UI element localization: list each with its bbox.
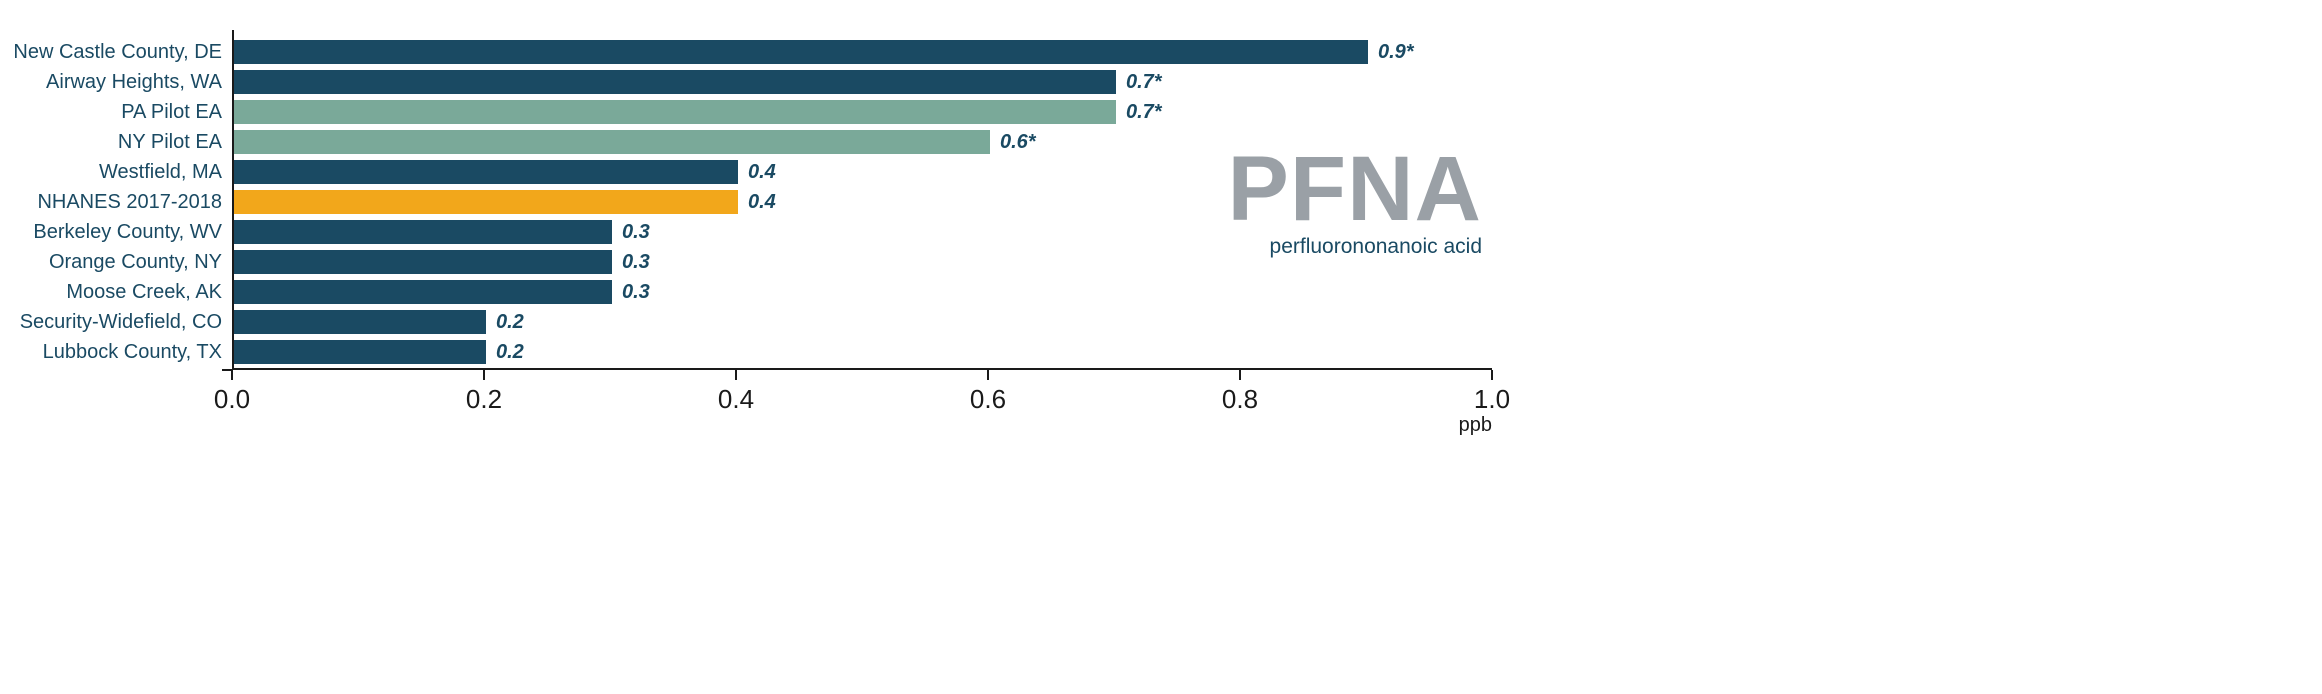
watermark-subtitle: perfluorononanoic acid (1228, 235, 1482, 259)
y-axis-label: NY Pilot EA (118, 130, 222, 154)
x-tick-label: 0.4 (718, 384, 754, 415)
watermark-title: PFNA (1228, 148, 1482, 231)
bar-value-label: 0.3 (622, 221, 650, 244)
y-axis-label: Berkeley County, WV (33, 220, 222, 244)
bar-value-label: 0.7* (1126, 101, 1162, 124)
y-axis-label: Moose Creek, AK (66, 280, 222, 304)
bar-row: 0.4 (234, 160, 776, 184)
bar-value-label: 0.2 (496, 311, 524, 334)
bar-row: 0.3 (234, 220, 650, 244)
bar-row: 0.6* (234, 130, 1036, 154)
bar (234, 190, 738, 214)
bar-row: 0.7* (234, 70, 1162, 94)
bar-value-label: 0.3 (622, 251, 650, 274)
bar (234, 250, 612, 274)
x-tick-label: 0.6 (970, 384, 1006, 415)
bar-row: 0.7* (234, 100, 1162, 124)
y-axis-label: PA Pilot EA (121, 100, 222, 124)
bar (234, 310, 486, 334)
x-tick-label: 0.2 (466, 384, 502, 415)
bar-value-label: 0.9* (1378, 41, 1414, 64)
bar (234, 40, 1368, 64)
watermark: PFNA perfluorononanoic acid (1228, 148, 1482, 259)
x-tick-label: 0.0 (214, 384, 250, 415)
x-tick (483, 370, 485, 380)
y-axis-label: Security-Widefield, CO (20, 310, 222, 334)
bar (234, 280, 612, 304)
x-tick (735, 370, 737, 380)
bar (234, 220, 612, 244)
y-axis-label: NHANES 2017-2018 (37, 190, 222, 214)
x-tick (1239, 370, 1241, 380)
bar-value-label: 0.7* (1126, 71, 1162, 94)
y-origin-tick (222, 369, 232, 371)
x-tick-label: 1.0 (1474, 384, 1510, 415)
y-axis-label: Westfield, MA (99, 160, 222, 184)
bar (234, 130, 990, 154)
x-axis-unit: ppb (1459, 414, 1492, 437)
plot-area: PFNA perfluorononanoic acid 0.9* 0.7* 0.7* 0.… (232, 30, 1492, 370)
bar-row: 0.4 (234, 190, 776, 214)
x-tick (1491, 370, 1493, 380)
bar-row: 0.9* (234, 40, 1414, 64)
bar-value-label: 0.6* (1000, 131, 1036, 154)
bar-value-label: 0.3 (622, 281, 650, 304)
bar-row: 0.2 (234, 340, 524, 364)
y-axis-label: New Castle County, DE (13, 40, 222, 64)
x-tick-label: 0.8 (1222, 384, 1258, 415)
bar (234, 100, 1116, 124)
bar-value-label: 0.4 (748, 161, 776, 184)
x-tick (231, 370, 233, 380)
bar (234, 70, 1116, 94)
bar-row: 0.3 (234, 280, 650, 304)
bar (234, 340, 486, 364)
y-axis-label: Lubbock County, TX (43, 340, 222, 364)
bar-value-label: 0.2 (496, 341, 524, 364)
y-axis-label: Airway Heights, WA (46, 70, 222, 94)
bar-value-label: 0.4 (748, 191, 776, 214)
bar-row: 0.3 (234, 250, 650, 274)
bar (234, 160, 738, 184)
bar-row: 0.2 (234, 310, 524, 334)
pfna-bar-chart: PFNA perfluorononanoic acid 0.9* 0.7* 0.7* 0.… (0, 0, 1548, 463)
y-axis-label: Orange County, NY (49, 250, 222, 274)
x-tick (987, 370, 989, 380)
